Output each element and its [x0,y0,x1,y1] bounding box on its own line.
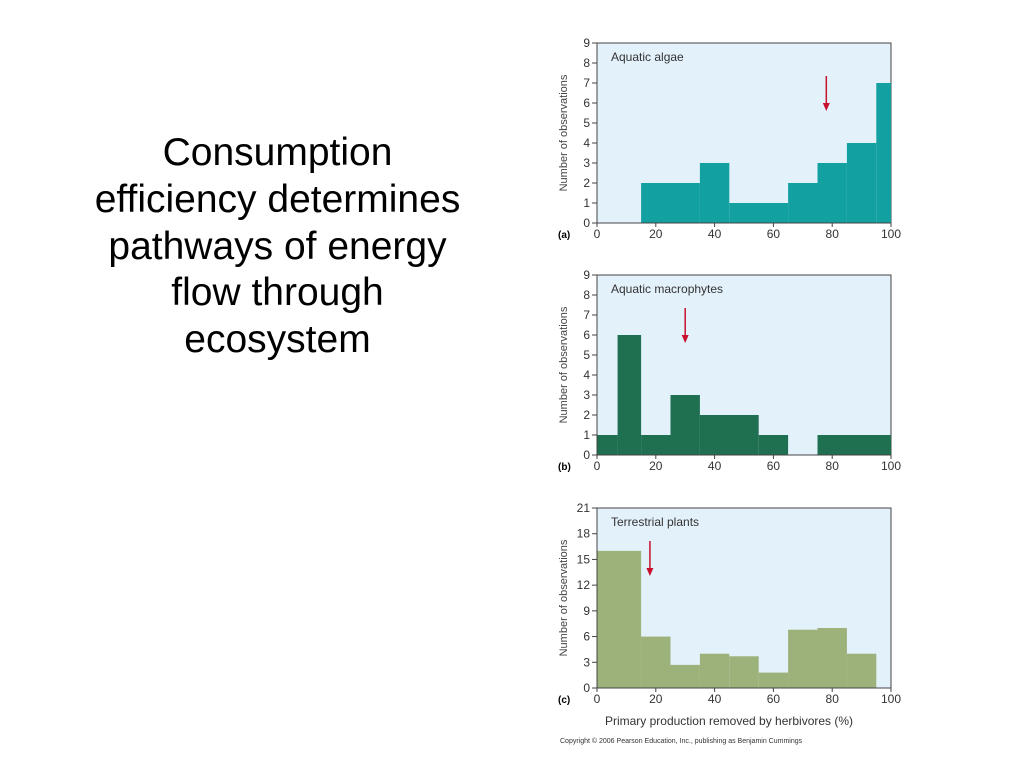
y-tick-label: 6 [583,630,590,644]
histogram-bar [758,435,789,455]
y-tick-label: 0 [583,216,590,230]
x-tick-label: 60 [767,459,781,473]
slide-title: Consumption efficiency determines pathwa… [60,130,495,364]
x-tick-label: 20 [649,459,663,473]
y-tick-label: 2 [583,176,590,190]
x-tick-label: 60 [767,227,781,241]
x-tick-label: 60 [767,692,781,706]
y-tick-label: 15 [577,552,591,566]
x-tick-label: 0 [594,692,601,706]
histogram-bar [817,628,847,688]
histogram-bar [699,163,730,223]
chart-aquatic-algae: 0 1 2 3 4 5 6 7 8 9 0 20 40 60 80 100 Aquatic algae Numbe… [550,30,920,245]
histogram-bar [788,629,818,688]
x-tick-label: 20 [649,692,663,706]
y-tick-label: 6 [583,96,590,110]
histogram-bar [758,672,789,688]
x-tick-label: 80 [826,227,840,241]
x-tick-label: 20 [649,227,663,241]
y-tick-label: 5 [583,348,590,362]
y-tick-label: 3 [583,156,590,170]
y-tick-label: 4 [583,368,590,382]
histogram-bar [670,395,700,455]
histogram-bar [641,636,671,688]
histogram-bar [641,435,671,455]
chart-svg: 0 3 6 9 12 15 18 21 0 20 40 60 80 100 Terrestrial plan… [558,501,901,728]
y-tick-label: 21 [577,501,591,515]
slide-title-line: pathways of energy [108,224,447,268]
x-tick-label: 40 [708,227,722,241]
y-tick-label: 6 [583,328,590,342]
panel-title: Aquatic algae [611,50,684,64]
y-tick-label: 8 [583,56,590,70]
y-tick-label: 5 [583,116,590,130]
slide-title-line: Consumption [162,131,393,174]
histogram-bar [699,653,730,688]
histogram-bar [597,435,618,455]
copyright-notice: Copyright © 2006 Pearson Education, Inc.… [560,738,803,745]
chart-svg: 0 1 2 3 4 5 6 7 8 9 0 20 40 60 80 100 Aquatic algae Numbe… [558,36,901,241]
x-tick-label: 0 [594,459,601,473]
y-tick-label: 0 [583,681,590,695]
y-tick-label: 3 [583,655,590,669]
histogram-bar [788,183,818,223]
chart-terrestrial-plants: 0 3 6 9 12 15 18 21 0 20 40 60 80 100 Terrestrial plan… [550,495,920,730]
histogram-bar [817,163,847,223]
mean-arrow-head [681,335,689,343]
histogram-bar [597,550,642,688]
mean-arrow-head [822,103,830,111]
y-tick-label: 7 [583,76,590,90]
y-tick-label: 2 [583,408,590,422]
histogram-bar [846,143,877,223]
x-tick-label: 100 [881,692,901,706]
y-tick-label: 9 [583,268,590,282]
y-tick-label: 4 [583,136,590,150]
y-tick-label: 1 [583,428,590,442]
y-tick-label: 0 [583,448,590,462]
x-tick-label: 100 [881,227,901,241]
slide-title-line: ecosystem [184,318,371,362]
y-tick-label: 18 [577,527,591,541]
y-tick-label: 1 [583,196,590,210]
histogram-bar [617,335,642,455]
histogram-bar [641,183,700,223]
slide-title-line: efficiency determines [94,177,461,221]
x-tick-label: 0 [594,227,601,241]
histogram-bar [817,435,891,455]
y-tick-label: 3 [583,388,590,402]
y-tick-label: 8 [583,288,590,302]
y-tick-label: 9 [583,604,590,618]
y-tick-label: 9 [583,36,590,50]
mean-arrow-head [646,568,654,576]
y-tick-label: 12 [577,578,591,592]
histogram-bar [699,415,759,455]
y-tick-label: 7 [583,308,590,322]
x-tick-label: 80 [826,459,840,473]
histogram-bar [876,83,891,223]
y-axis-label: Number of observations [558,74,570,191]
panel-title: Aquatic macrophytes [611,282,723,296]
y-axis-label: Number of observations [558,306,570,423]
x-tick-label: 80 [826,692,840,706]
x-tick-label: 40 [708,459,722,473]
panel-letter: (b) [558,462,571,473]
slide-title-line: flow through [171,271,384,315]
chart-svg: 0 1 2 3 4 5 6 7 8 9 0 20 40 60 80 100 Aquatic macrophyte… [558,268,901,473]
histogram-bar [670,664,700,688]
panel-letter: (c) [558,695,570,706]
histogram-bar [729,656,759,688]
y-axis-label: Number of observations [558,539,570,656]
x-axis-label: Primary production removed by herbivores… [605,714,853,728]
panel-letter: (a) [558,230,570,241]
x-tick-label: 40 [708,692,722,706]
histogram-bar [846,653,877,688]
chart-aquatic-macrophytes: 0 1 2 3 4 5 6 7 8 9 0 20 40 60 80 100 Aquatic macrophyte… [550,262,920,477]
panel-title: Terrestrial plants [611,515,699,529]
x-tick-label: 100 [881,459,901,473]
histogram-bar [729,203,789,223]
